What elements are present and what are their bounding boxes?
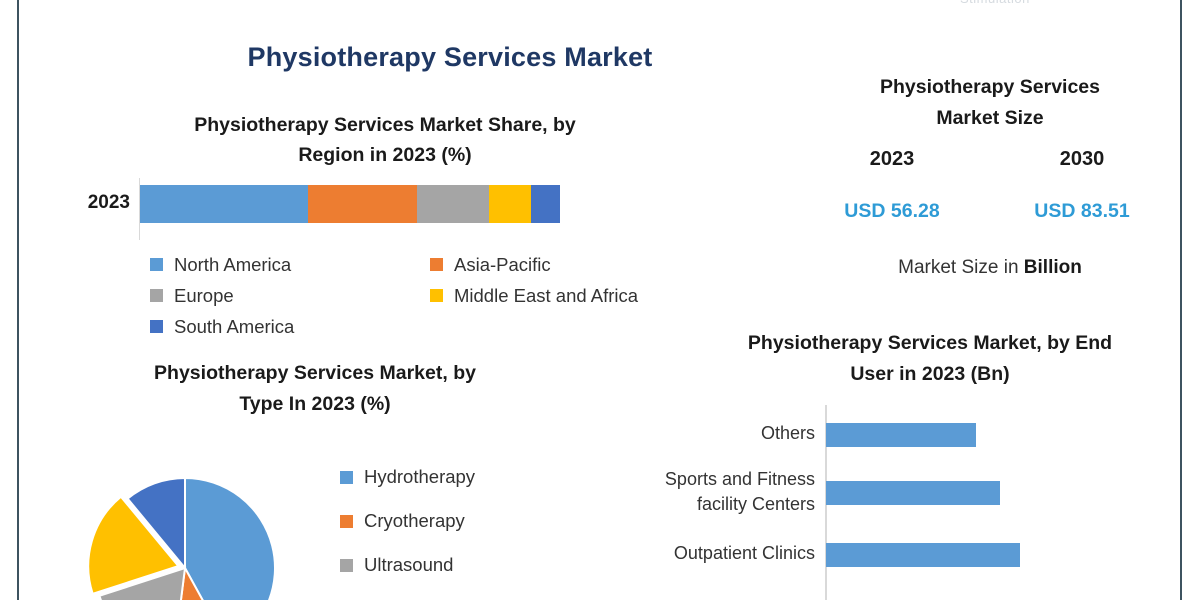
enduser-bar-chart: Others Sports and Fitness facility Cente… <box>600 405 1070 600</box>
type-pie-chart <box>30 430 330 600</box>
enduser-bar-sports-and-fitness-facility-centers <box>826 481 1000 505</box>
legend-swatch-cryotherapy <box>340 514 353 528</box>
legend-label-ultrasound: Ultrasound <box>364 554 454 575</box>
legend-label-europe: Europe <box>174 284 234 306</box>
region-segment-middle-east-and-africa <box>488 185 531 223</box>
region-chart-legend: North America Asia-Pacific Europe Middle… <box>150 249 710 342</box>
enduser-label-sports-and-fitness-facility-centers: Sports and Fitness facility Centers <box>600 467 815 517</box>
legend-item-hydrotherapy: Hydrotherapy <box>340 455 590 499</box>
type-chart-legend: Hydrotherapy Cryotherapy Ultrasound Elec… <box>340 455 590 600</box>
enduser-label-outpatient-line1: Outpatient Clinics <box>673 543 815 563</box>
legend-swatch-south-america <box>150 320 163 333</box>
legend-label-electric-stimulation: Electric Stimulation <box>364 598 521 600</box>
legend-swatch-middle-east-and-africa <box>430 289 443 302</box>
market-size-unit-bold: Billion <box>1023 257 1082 278</box>
region-chart-title: Physiotherapy Services Market Share, by … <box>100 110 670 170</box>
market-size-title-line2: Market Size <box>936 107 1044 129</box>
region-chart-title-line2: Region in 2023 (%) <box>298 144 472 166</box>
market-size-value-end: USD 83.51 <box>1034 200 1130 222</box>
legend-swatch-ultrasound <box>340 558 353 572</box>
legend-label-south-america: South America <box>174 315 295 337</box>
enduser-label-others: Others <box>600 421 815 446</box>
enduser-label-sports-line1: Sports and Fitness <box>664 469 815 489</box>
market-size-unit-prefix: Market Size in <box>898 257 1024 278</box>
legend-item-south-america: South America <box>150 311 430 342</box>
legend-label-asia-pacific: Asia-Pacific <box>454 253 551 275</box>
frame-border-right <box>1180 0 1182 600</box>
legend-label-middle-east-and-africa: Middle East and Africa <box>454 284 639 306</box>
enduser-bar-outpatient-clinics <box>826 543 1020 567</box>
legend-swatch-hydrotherapy <box>340 470 353 484</box>
market-size-title: Physiotherapy Services Market Size <box>820 72 1160 134</box>
region-stacked-bar-chart: 2023 <box>60 178 580 240</box>
market-size-title-line1: Physiotherapy Services <box>879 76 1101 98</box>
type-chart-title-line2: Type In 2023 (%) <box>239 393 391 415</box>
market-size-value-start: USD 56.28 <box>844 200 940 222</box>
enduser-chart-axis-line <box>825 405 827 600</box>
type-chart-title-line1: Physiotherapy Services Market, by <box>154 362 476 384</box>
legend-label-cryotherapy: Cryotherapy <box>364 510 465 531</box>
page-title: Physiotherapy Services Market <box>247 42 653 72</box>
legend-label-hydrotherapy: Hydrotherapy <box>364 466 476 487</box>
region-stacked-bar <box>140 185 560 223</box>
legend-swatch-asia-pacific <box>430 258 443 271</box>
region-segment-south-america <box>530 185 560 223</box>
pie-slice-hydrotherapy <box>184 476 276 600</box>
type-chart-title: Physiotherapy Services Market, by Type I… <box>60 358 570 420</box>
enduser-row-others: Others <box>600 413 1070 471</box>
clipped-top-text: Stimulation <box>960 0 1160 3</box>
pie-slice-ultrasound <box>98 566 187 600</box>
market-size-unit: Market Size in Billion <box>820 257 1160 279</box>
enduser-row-outpatient-clinics: Outpatient Clinics <box>600 533 1070 591</box>
region-segment-north-america <box>140 185 308 223</box>
legend-item-asia-pacific: Asia-Pacific <box>430 249 710 280</box>
legend-swatch-north-america <box>150 258 163 271</box>
type-pie-svg <box>87 476 276 600</box>
legend-label-north-america: North America <box>174 253 292 275</box>
enduser-row-sports-and-fitness-facility-centers: Sports and Fitness facility Centers <box>600 469 1070 529</box>
market-size-year-end: 2030 <box>1059 148 1105 170</box>
region-chart-axis-line <box>139 178 140 240</box>
legend-item-europe: Europe <box>150 280 430 311</box>
legend-item-ultrasound: Ultrasound <box>340 543 590 587</box>
enduser-label-outpatient-clinics: Outpatient Clinics <box>600 541 815 566</box>
legend-swatch-europe <box>150 289 163 302</box>
enduser-chart-title-line1: Physiotherapy Services Market, by End <box>747 332 1113 354</box>
market-size-year-start: 2023 <box>869 148 915 170</box>
type-pie-slices <box>87 476 276 600</box>
region-category-label: 2023 <box>87 192 130 213</box>
pie-slice-cryotherapy <box>179 564 204 600</box>
enduser-chart-title: Physiotherapy Services Market, by End Us… <box>690 328 1170 390</box>
enduser-bar-others <box>826 423 976 447</box>
pie-slice-other <box>126 476 186 571</box>
pie-slice-electric-stimulation <box>87 495 180 596</box>
region-segment-asia-pacific <box>308 185 418 223</box>
legend-item-electric-stimulation: Electric Stimulation <box>340 587 590 600</box>
legend-item-cryotherapy: Cryotherapy <box>340 499 590 543</box>
legend-item-middle-east-and-africa: Middle East and Africa <box>430 280 710 311</box>
enduser-chart-title-line2: User in 2023 (Bn) <box>850 363 1010 385</box>
region-chart-title-line1: Physiotherapy Services Market Share, by <box>194 114 576 136</box>
enduser-label-sports-line2: facility Centers <box>696 494 815 514</box>
region-segment-europe <box>417 185 489 223</box>
enduser-label-others-line1: Others <box>760 423 815 443</box>
frame-border-left <box>17 0 19 600</box>
legend-item-north-america: North America <box>150 249 430 280</box>
